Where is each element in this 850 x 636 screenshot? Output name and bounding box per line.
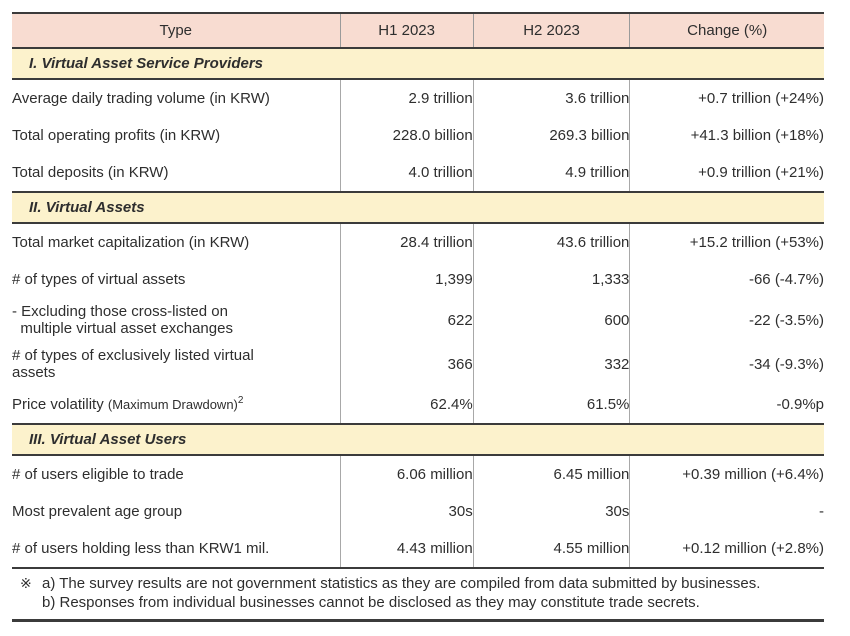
h2-value: 1,333 [472, 261, 630, 298]
h2-value: 3.6 trillion [472, 79, 630, 117]
row-label: Most prevalent age group [12, 503, 183, 520]
label-main: Price volatility [12, 396, 108, 413]
footnote-reference-mark: ※ [20, 575, 32, 591]
row-label: Total market capitalization (in KRW) [12, 234, 250, 251]
footnote-line: b) Responses from individual businesses … [20, 593, 822, 612]
change-value: -0.9%p [629, 386, 824, 424]
table-row: # of types of virtual assets 1,399 1,333… [12, 261, 824, 298]
h2-value: 332 [472, 342, 630, 386]
footnote-block: ※ a) The survey results are not governme… [12, 567, 824, 621]
label-parenthetical: (Maximum Drawdown) [107, 397, 238, 412]
row-label-price-volatility: Price volatility (Maximum Drawdown)2 [12, 386, 340, 424]
h2-value: 61.5% [472, 386, 630, 424]
footnote-text-a: a) The survey results are not government… [42, 575, 761, 592]
table-row: # of users eligible to trade 6.06 millio… [12, 455, 824, 493]
h2-value: 30s [472, 493, 630, 530]
h2-value: 6.45 million [472, 455, 630, 493]
h2-value: 4.9 trillion [472, 154, 630, 192]
table-row: Average daily trading volume (in KRW) 2.… [12, 79, 824, 117]
change-value: +15.2 trillion (+53%) [629, 223, 824, 261]
row-label: - Excluding those cross-listed on multip… [12, 303, 233, 337]
col-header-type: Type [12, 13, 341, 49]
footnote-text-b: b) Responses from individual businesses … [42, 594, 700, 611]
table-row: Most prevalent age group 30s 30s - [12, 493, 824, 530]
h1-value: 6.06 million [339, 455, 474, 493]
h1-value: 30s [339, 493, 474, 530]
section-title: II. Virtual Assets [12, 191, 824, 224]
header-row: Type H1 2023 H2 2023 Change (%) [12, 13, 824, 49]
table-row: Price volatility (Maximum Drawdown)2 62.… [12, 386, 824, 424]
row-label: Total deposits (in KRW) [12, 164, 169, 181]
row-label: Average daily trading volume (in KRW) [12, 90, 270, 107]
h1-value: 366 [339, 342, 474, 386]
change-value: +0.12 million (+2.8%) [629, 530, 824, 568]
change-value: -66 (-4.7%) [629, 261, 824, 298]
table-row: - Excluding those cross-listed on multip… [12, 298, 824, 342]
row-label: # of users holding less than KRW1 mil. [12, 540, 270, 557]
section-header-service-providers: I. Virtual Asset Service Providers [12, 47, 824, 80]
row-label: # of users eligible to trade [12, 466, 184, 483]
h1-value: 4.43 million [339, 530, 474, 568]
virtual-asset-survey-table-wrap: Type H1 2023 H2 2023 Change (%) I. Virtu… [12, 12, 824, 622]
table-row: Total operating profits (in KRW) 228.0 b… [12, 117, 824, 154]
h1-value: 228.0 billion [339, 117, 474, 154]
col-header-h2-2023: H2 2023 [472, 13, 630, 49]
row-label: # of types of exclusively listed virtual… [12, 347, 254, 381]
col-header-h1-2023: H1 2023 [339, 13, 474, 49]
table-row: Total market capitalization (in KRW) 28.… [12, 223, 824, 261]
h1-value: 62.4% [339, 386, 474, 424]
change-value: +0.39 million (+6.4%) [629, 455, 824, 493]
label-superscript: 2 [237, 395, 244, 406]
h1-value: 28.4 trillion [339, 223, 474, 261]
h2-value: 43.6 trillion [472, 223, 630, 261]
h1-value: 4.0 trillion [339, 154, 474, 192]
h2-value: 600 [472, 298, 630, 342]
row-label: # of types of virtual assets [12, 271, 186, 288]
change-value: -34 (-9.3%) [629, 342, 824, 386]
table-header: Type H1 2023 H2 2023 Change (%) [12, 13, 824, 49]
section-title: I. Virtual Asset Service Providers [12, 47, 824, 80]
col-header-change: Change (%) [629, 13, 824, 49]
h1-value: 622 [339, 298, 474, 342]
footnote: ※ a) The survey results are not governme… [12, 567, 824, 621]
table-row: # of types of exclusively listed virtual… [12, 342, 824, 386]
row-label: Total operating profits (in KRW) [12, 127, 221, 144]
virtual-asset-stats-table: Type H1 2023 H2 2023 Change (%) I. Virtu… [12, 12, 824, 622]
footnote-line: ※ a) The survey results are not governme… [20, 574, 822, 593]
table-row: # of users holding less than KRW1 mil. 4… [12, 530, 824, 568]
change-value: +41.3 billion (+18%) [629, 117, 824, 154]
change-value: -22 (-3.5%) [629, 298, 824, 342]
section-header-virtual-assets: II. Virtual Assets [12, 191, 824, 224]
table-row: Total deposits (in KRW) 4.0 trillion 4.9… [12, 154, 824, 192]
section-title: III. Virtual Asset Users [12, 423, 824, 456]
section-header-virtual-asset-users: III. Virtual Asset Users [12, 423, 824, 456]
change-value: +0.7 trillion (+24%) [629, 79, 824, 117]
change-value: +0.9 trillion (+21%) [629, 154, 824, 192]
h2-value: 4.55 million [472, 530, 630, 568]
h1-value: 1,399 [339, 261, 474, 298]
h2-value: 269.3 billion [472, 117, 630, 154]
h1-value: 2.9 trillion [339, 79, 474, 117]
change-value: - [629, 493, 824, 530]
